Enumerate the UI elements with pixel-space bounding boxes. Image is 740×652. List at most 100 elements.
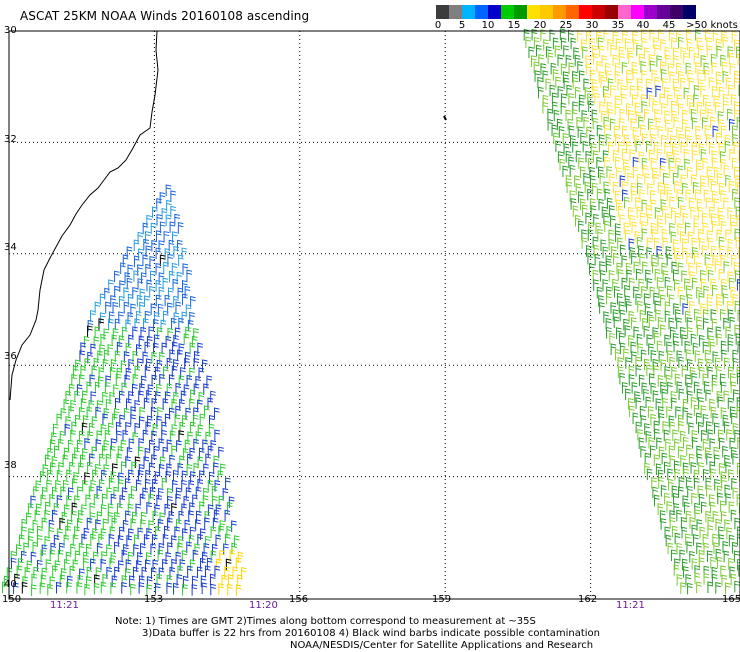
wind-barb (649, 124, 656, 137)
wind-barb (137, 278, 144, 290)
wind-barb (721, 476, 727, 489)
wind-barb (673, 279, 680, 291)
wind-barb (722, 293, 729, 305)
wind-barb (664, 310, 671, 323)
wind-barb (226, 501, 233, 514)
wind-barb (734, 517, 740, 530)
wind-barb (70, 543, 76, 556)
wind-barb (162, 446, 169, 459)
wind-barb (132, 326, 138, 338)
wind-barb (601, 110, 607, 123)
wind-barb (193, 357, 200, 370)
wind-barb (617, 237, 623, 249)
wind-barb (547, 119, 554, 131)
wind-barb (164, 503, 171, 516)
wind-barb (668, 445, 675, 457)
wind-barb (615, 167, 622, 179)
wind-barb (639, 212, 646, 225)
wind-barb (677, 196, 684, 209)
wind-barb (173, 469, 179, 482)
wind-barb (192, 494, 198, 506)
wind-barb (718, 142, 725, 155)
wind-barb (121, 461, 127, 474)
wind-barb (208, 471, 215, 484)
wind-barb (718, 462, 725, 475)
wind-barb (553, 132, 559, 145)
wind-barb (618, 141, 624, 153)
wind-barb (55, 479, 61, 492)
wind-barb (211, 485, 218, 498)
wind-barb (34, 510, 41, 522)
wind-barb (626, 78, 633, 90)
wind-barb (549, 84, 556, 97)
wind-barb (625, 357, 631, 369)
wind-barb (689, 550, 695, 563)
wind-barb (594, 253, 601, 266)
wind-barb (153, 342, 159, 355)
wind-barb (630, 118, 637, 130)
colorbar-swatch (514, 5, 527, 19)
wind-barb (108, 318, 114, 331)
wind-barb (21, 581, 28, 594)
wind-barb (558, 125, 565, 138)
wind-barb (107, 344, 114, 356)
wind-barb (660, 157, 666, 170)
wind-barb (111, 334, 118, 347)
wind-barb (154, 471, 161, 483)
wind-barb (656, 245, 663, 258)
wind-barb (562, 165, 569, 178)
wind-barb (125, 422, 131, 434)
wind-barb (716, 132, 722, 145)
wind-barb (585, 212, 592, 225)
wind-barb (615, 327, 622, 339)
wind-barb (583, 116, 590, 129)
wind-barb (535, 44, 542, 57)
wind-barb (635, 356, 642, 369)
wind-barb (729, 566, 736, 579)
wind-barb (137, 264, 143, 276)
wind-barb (23, 542, 29, 555)
wind-barb (78, 462, 84, 475)
wind-barb (652, 358, 659, 371)
wind-barb (56, 413, 63, 426)
wind-barb (155, 230, 162, 242)
wind-barb (552, 101, 558, 114)
wind-barb (189, 447, 196, 460)
wind-barb (644, 462, 650, 475)
wind-barb (721, 61, 728, 74)
wind-barb (550, 62, 557, 75)
wind-barb (711, 85, 718, 98)
wind-barb (675, 309, 681, 321)
wind-barb (724, 454, 730, 467)
wind-barb (727, 207, 733, 219)
wind-barb (635, 140, 642, 153)
wind-barb (140, 326, 147, 339)
wind-barb (702, 157, 708, 170)
wind-barb (57, 549, 64, 562)
wind-barb (694, 509, 701, 521)
wind-barb (684, 222, 691, 234)
wind-barb (735, 333, 740, 345)
wind-barb (702, 117, 708, 129)
wind-barb (606, 197, 613, 210)
wind-barb (614, 190, 621, 202)
wind-barb (707, 525, 714, 537)
wind-barb (90, 558, 96, 571)
wind-barb (702, 533, 709, 546)
wind-barb (655, 117, 662, 130)
wind-barb (673, 247, 680, 259)
wind-barb (175, 382, 182, 395)
wind-barb (79, 430, 85, 443)
wind-barb (154, 583, 161, 595)
wind-barb (162, 533, 169, 546)
wind-barb (77, 517, 83, 530)
wind-barb (659, 510, 666, 522)
wind-barb (69, 565, 76, 578)
wind-barb (723, 197, 729, 209)
wind-barb (563, 77, 570, 90)
wind-barb (674, 438, 680, 451)
wind-barb (703, 94, 709, 107)
wind-barb (130, 303, 136, 316)
wind-barb (604, 188, 611, 201)
wind-barb (604, 62, 611, 75)
